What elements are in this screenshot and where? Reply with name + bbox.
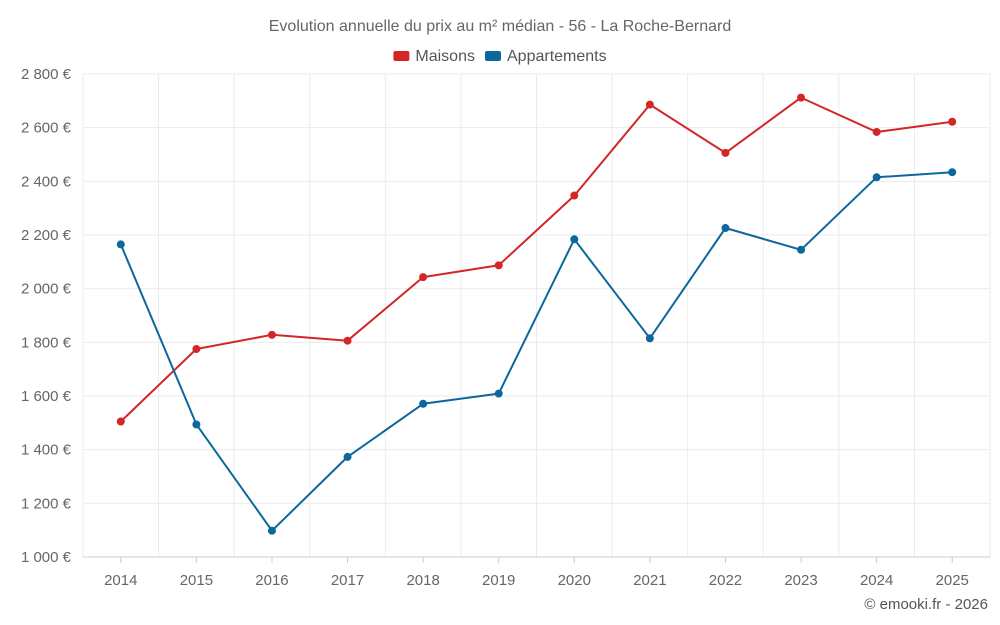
data-point-maisons[interactable] <box>797 93 806 102</box>
data-point-appartements[interactable] <box>570 235 579 244</box>
x-tick-label: 2021 <box>633 572 666 589</box>
credit-text: © emooki.fr - 2026 <box>864 596 988 613</box>
data-point-appartements[interactable] <box>116 240 125 249</box>
data-point-appartements[interactable] <box>645 334 654 343</box>
legend-label: Maisons <box>415 48 475 65</box>
legend-swatch <box>485 51 501 61</box>
legend: Maisons Appartements <box>393 48 607 65</box>
legend-item-maisons[interactable]: Maisons <box>393 48 475 65</box>
data-point-appartements[interactable] <box>872 173 881 182</box>
data-point-appartements[interactable] <box>419 399 428 408</box>
data-point-maisons[interactable] <box>872 127 881 136</box>
data-point-appartements[interactable] <box>797 245 806 254</box>
y-tick-label: 1 400 € <box>21 442 72 459</box>
data-point-appartements[interactable] <box>948 168 957 177</box>
data-point-appartements[interactable] <box>494 389 503 398</box>
x-tick-label: 2018 <box>406 572 439 589</box>
y-tick-label: 2 200 € <box>21 227 72 244</box>
x-tick-label: 2020 <box>558 572 591 589</box>
series-line-appartements <box>119 171 953 532</box>
axes: 1 000 € 1 200 € 1 400 € 1 600 € 1 800 € 2 000… <box>21 66 990 589</box>
y-tick-label: 1 200 € <box>21 495 72 512</box>
x-tick-label: 2015 <box>180 572 213 589</box>
data-point-appartements[interactable] <box>267 526 276 535</box>
x-tick-label: 2017 <box>331 572 364 589</box>
data-point-maisons[interactable] <box>721 148 730 157</box>
data-point-appartements[interactable] <box>343 452 352 461</box>
legend-label: Appartements <box>507 48 607 65</box>
y-tick-label: 2 600 € <box>21 120 72 137</box>
data-point-appartements[interactable] <box>192 420 201 429</box>
x-tick-label: 2016 <box>255 572 288 589</box>
x-tick-label: 2023 <box>784 572 817 589</box>
x-tick-label: 2025 <box>936 572 969 589</box>
y-tick-label: 1 800 € <box>21 334 72 351</box>
data-point-maisons[interactable] <box>116 417 125 426</box>
y-tick-label: 2 400 € <box>21 173 72 190</box>
data-point-maisons[interactable] <box>419 273 428 282</box>
data-point-maisons[interactable] <box>948 117 957 126</box>
data-point-maisons[interactable] <box>343 336 352 345</box>
y-tick-label: 2 800 € <box>21 66 72 83</box>
data-point-maisons[interactable] <box>192 345 201 354</box>
x-tick-label: 2019 <box>482 572 515 589</box>
data-point-maisons[interactable] <box>570 191 579 200</box>
data-point-maisons[interactable] <box>494 261 503 270</box>
y-tick-label: 1 000 € <box>21 549 72 566</box>
x-tick-label: 2014 <box>104 572 137 589</box>
y-tick-label: 2 000 € <box>21 281 72 298</box>
x-tick-label: 2022 <box>709 572 742 589</box>
grid <box>82 73 991 557</box>
data-point-maisons[interactable] <box>645 100 654 109</box>
legend-item-appartements[interactable]: Appartements <box>485 48 607 65</box>
data-point-maisons[interactable] <box>267 330 276 339</box>
series-layer <box>116 93 957 535</box>
series-line-maisons <box>120 96 953 423</box>
x-tick-label: 2024 <box>860 572 893 589</box>
y-tick-label: 1 600 € <box>21 388 72 405</box>
data-point-appartements[interactable] <box>721 224 730 233</box>
legend-swatch <box>393 51 410 61</box>
chart-title: Evolution annuelle du prix au m² médian … <box>269 18 731 35</box>
